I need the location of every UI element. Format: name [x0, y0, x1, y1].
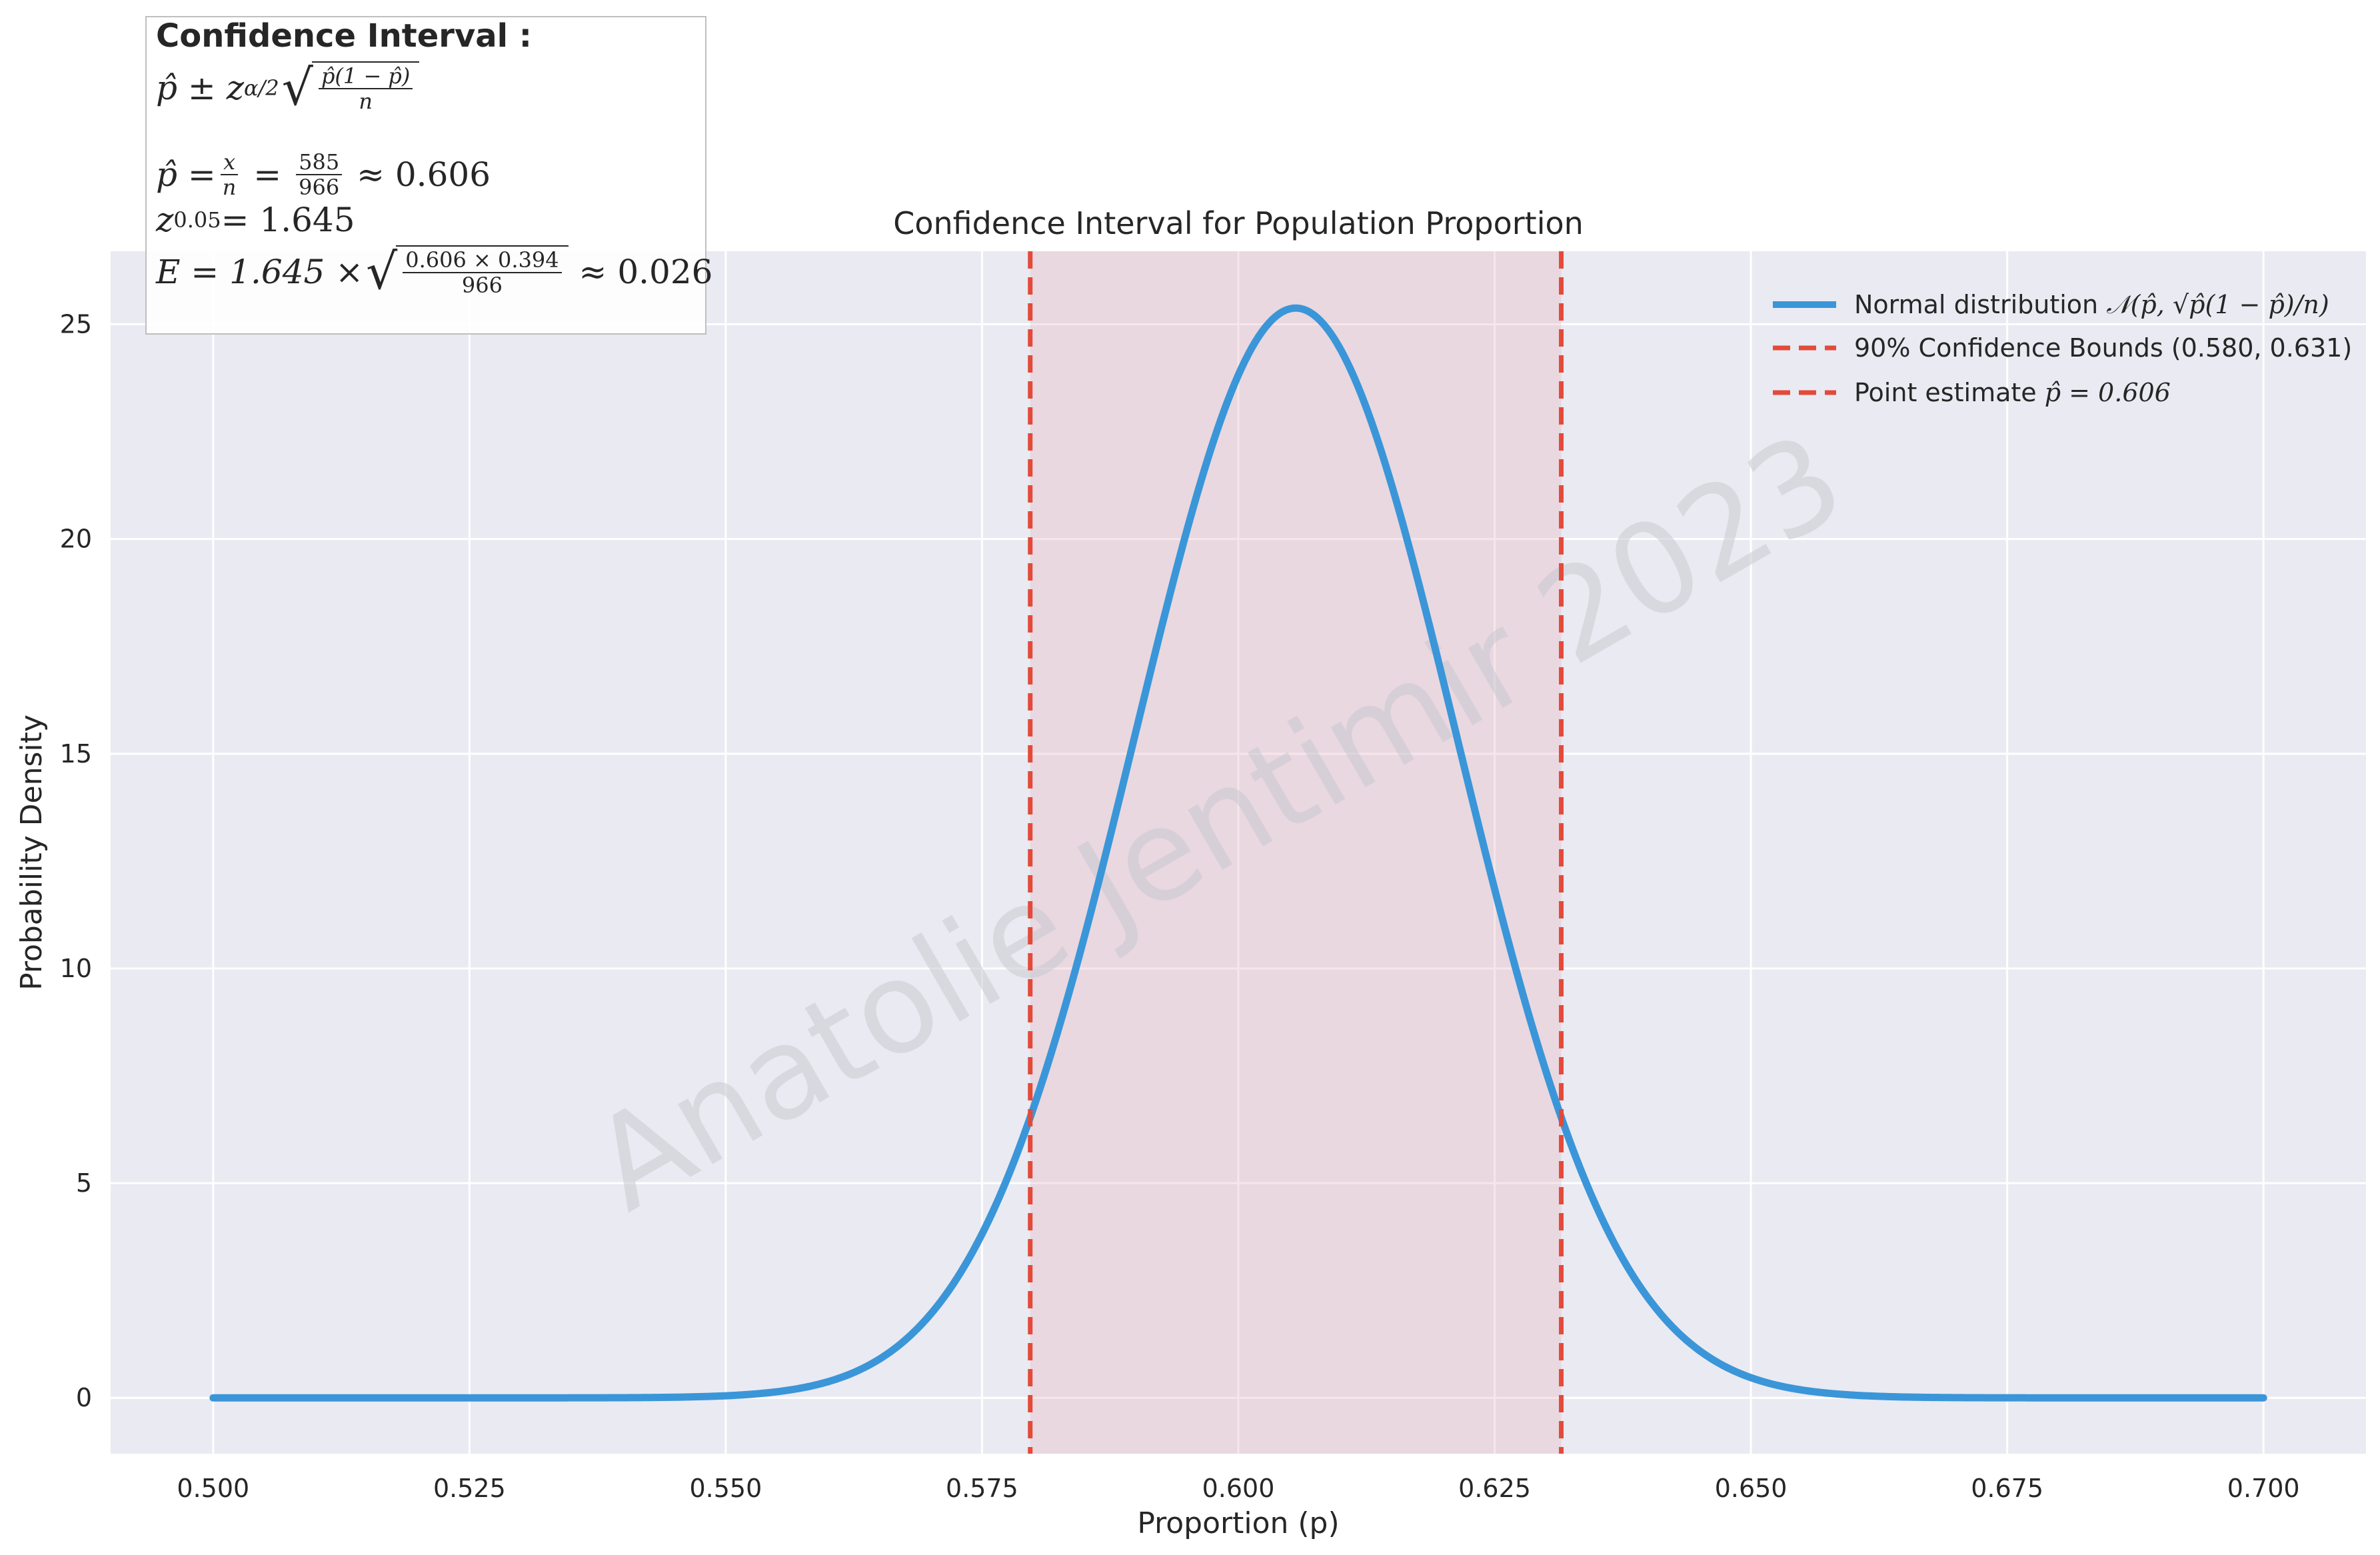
y-axis-label: Probability Density [15, 715, 49, 990]
y-tick-label: 20 [60, 525, 92, 554]
x-tick-label: 0.550 [690, 1474, 762, 1503]
y-axis-ticks: 0 5 10 15 20 25 [60, 310, 92, 1413]
x-tick-label: 0.575 [946, 1474, 1018, 1503]
legend-curve-label: Normal distribution 𝒩(p̂, √p̂(1 − p̂)/n) [1854, 290, 2329, 319]
legend: Normal distribution 𝒩(p̂, √p̂(1 − p̂)/n)… [1773, 290, 2352, 407]
x-tick-label: 0.700 [2227, 1474, 2300, 1503]
chart-title: Confidence Interval for Population Propo… [893, 205, 1584, 241]
y-tick-label: 5 [76, 1168, 92, 1198]
x-tick-label: 0.525 [433, 1474, 506, 1503]
formula-box-title: Confidence Interval : [156, 17, 532, 55]
legend-bounds-label: 90% Confidence Bounds (0.580, 0.631) [1854, 333, 2352, 363]
normal-distribution-curve [209, 304, 2267, 1402]
x-tick-label: 0.650 [1715, 1474, 1787, 1503]
legend-point-label: Point estimate p̂ = 0.606 [1854, 378, 2171, 407]
x-tick-label: 0.625 [1458, 1474, 1531, 1503]
x-tick-label: 0.500 [177, 1474, 249, 1503]
confidence-region-shade [1030, 251, 1562, 1454]
y-tick-label: 10 [60, 954, 92, 983]
formula-z-value: z 0.05 = 1.645 [156, 201, 355, 239]
x-tick-label: 0.675 [1971, 1474, 2043, 1503]
y-tick-label: 0 [76, 1383, 92, 1412]
y-tick-label: 25 [60, 310, 92, 339]
x-axis-ticks: 0.500 0.525 0.550 0.575 0.600 0.625 0.650 0.675… [177, 1474, 2299, 1503]
formula-box: Confidence Interval : p̂ ± z α/2 √ p̂(1 − … [145, 16, 713, 335]
formula-margin-of-error: E = 1.645 × √ 0.606 × 0.394 966 ≈ 0.026 [156, 243, 713, 301]
x-axis-label: Proportion (p) [1137, 1506, 1339, 1540]
x-tick-label: 0.600 [1202, 1474, 1275, 1503]
formula-interval: p̂ ± z α/2 √ p̂(1 − p̂) n [156, 55, 696, 121]
y-tick-label: 15 [60, 739, 92, 769]
